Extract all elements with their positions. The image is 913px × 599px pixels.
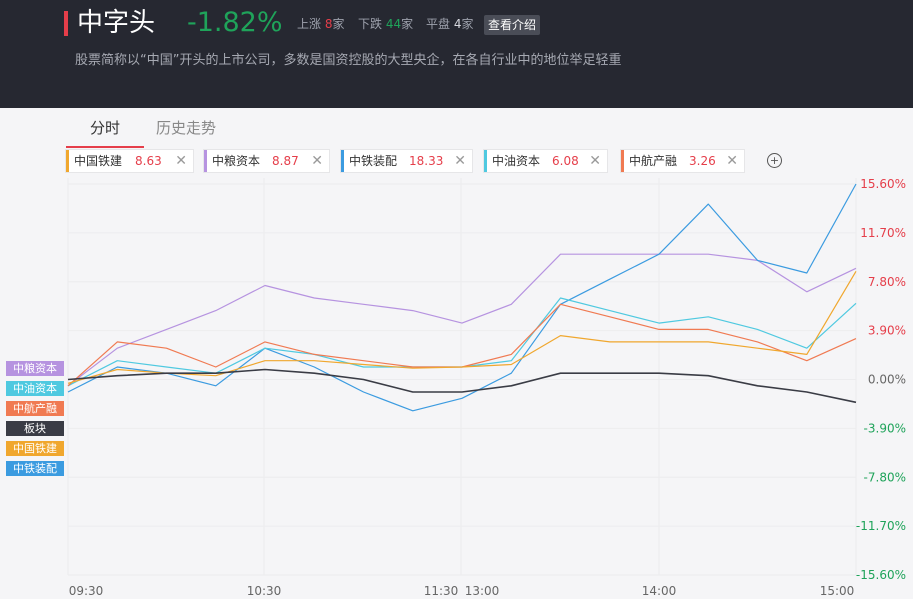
x-tick-label: 11:30: [424, 584, 459, 598]
legend-tag-zhongyouziben[interactable]: 中油资本: [6, 381, 64, 396]
close-icon[interactable]: ✕: [311, 153, 323, 169]
x-tick-label: 15:00: [820, 584, 855, 598]
close-icon[interactable]: ✕: [726, 153, 738, 169]
legend-tag-sector[interactable]: 板块: [6, 421, 64, 436]
stock-chip-zhongguotiejian[interactable]: 中国铁建 8.63 ✕: [65, 149, 194, 173]
tab-intraday[interactable]: 分时: [66, 114, 145, 148]
y-axis-labels: 15.60% 11.70% 7.80% 3.90% 0.00% -3.90% -7.80% -…: [856, 177, 906, 582]
stat-up-count: 8: [324, 17, 333, 31]
stat-flat: 平盘 4家: [426, 16, 474, 32]
chart-series: [67, 183, 857, 412]
stat-unit: 家: [332, 17, 345, 31]
stock-chip-zhongyouziben[interactable]: 中油资本 6.08 ✕: [483, 149, 608, 173]
stat-down-count: 44: [385, 17, 402, 31]
y-tick-label: 7.80%: [868, 275, 906, 289]
chip-value: 3.26: [689, 154, 716, 168]
legend-tag-zhongtiezhuangpei[interactable]: 中铁装配: [6, 461, 64, 476]
y-tick-label: -15.60%: [856, 568, 906, 582]
series-line-中粮资本: [67, 253, 857, 387]
stat-down: 下跌 44家: [358, 16, 413, 32]
y-tick-label: 15.60%: [860, 177, 906, 191]
chip-color-mark: [66, 150, 69, 172]
y-tick-label: 3.90%: [868, 324, 906, 338]
stat-up: 上涨 8家: [297, 16, 345, 32]
stat-up-label: 上涨: [297, 17, 322, 31]
chip-name: 中油资本: [492, 154, 541, 168]
chip-color-mark: [341, 150, 344, 172]
stock-chip-zhonghangchanrong[interactable]: 中航产融 3.26 ✕: [620, 149, 745, 173]
chip-name: 中航产融: [629, 154, 678, 168]
y-tick-label: -11.70%: [856, 519, 906, 533]
x-tick-label: 10:30: [247, 584, 282, 598]
chip-value: 18.33: [409, 154, 444, 168]
view-intro-button[interactable]: 查看介绍: [484, 15, 541, 35]
stat-unit: 家: [461, 17, 474, 31]
series-line-板块: [67, 368, 857, 404]
sector-change: -1.82%: [187, 7, 283, 38]
legend-tag-zhongliangziben[interactable]: 中粮资本: [6, 361, 64, 376]
series-line-中铁装配: [67, 183, 857, 412]
stat-down-label: 下跌: [358, 17, 383, 31]
stock-chip-zhongliangziben[interactable]: 中粮资本 8.87 ✕: [203, 149, 330, 173]
stat-flat-count: 4: [453, 17, 462, 31]
legend-tag-zhonghangchanrong[interactable]: 中航产融: [6, 401, 64, 416]
x-tick-label: 14:00: [642, 584, 677, 598]
sector-description: 股票简称以“中国”开头的上市公司，多数是国资控股的大型央企，在各自行业中的地位举…: [75, 53, 622, 68]
stat-unit: 家: [401, 17, 414, 31]
sector-name: 中字头: [77, 8, 156, 38]
chip-color-mark: [484, 150, 487, 172]
legend-tag-zhongguotiejian[interactable]: 中国铁建: [6, 441, 64, 456]
close-icon[interactable]: ✕: [454, 153, 466, 169]
y-tick-label: -3.90%: [864, 421, 906, 435]
y-tick-label: -7.80%: [864, 470, 906, 484]
y-tick-label: 0.00%: [868, 373, 906, 387]
chip-value: 8.87: [272, 154, 299, 168]
sector-header: 中字头 -1.82% 上涨 8家 下跌 44家 平盘 4家 查看介绍 股票简称以…: [0, 0, 913, 108]
chip-color-mark: [621, 150, 624, 172]
stock-chip-zhongtiezhuangpei[interactable]: 中铁装配 18.33 ✕: [340, 149, 473, 173]
chart-grid: [67, 178, 857, 576]
chip-name: 中铁装配: [349, 154, 398, 168]
chip-name: 中粮资本: [212, 154, 261, 168]
x-tick-label: 13:00: [465, 584, 500, 598]
close-icon[interactable]: ✕: [175, 153, 187, 169]
series-line-中国铁建: [67, 270, 857, 384]
chip-color-mark: [204, 150, 207, 172]
x-tick-label: 09:30: [69, 584, 104, 598]
tab-history[interactable]: 历史走势: [156, 119, 217, 137]
x-axis-labels: 09:30 10:30 11:30 13:00 14:00 15:00: [69, 584, 855, 598]
chip-value: 8.63: [135, 154, 162, 168]
stat-flat-label: 平盘: [426, 17, 451, 31]
title-accent-bar: [64, 11, 68, 36]
chip-name: 中国铁建: [74, 154, 123, 168]
close-icon[interactable]: ✕: [589, 153, 601, 169]
add-stock-button[interactable]: +: [767, 153, 782, 168]
chip-value: 6.08: [552, 154, 579, 168]
y-tick-label: 11.70%: [860, 226, 906, 240]
